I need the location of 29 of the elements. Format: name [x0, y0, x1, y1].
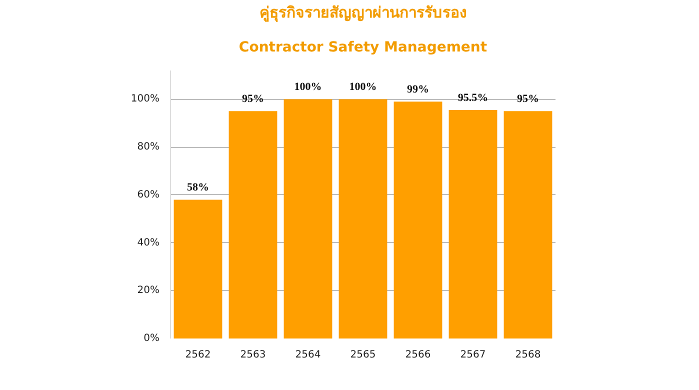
data-label: 100% — [294, 81, 322, 94]
x-tick-label: 2562 — [185, 350, 211, 360]
chart-subtitle: Contractor Safety Management — [238, 40, 488, 56]
bar — [228, 111, 278, 338]
x-tick-label: 2564 — [295, 350, 321, 360]
y-tick-label: 0% — [144, 333, 160, 344]
bar — [338, 99, 388, 338]
data-label: 58% — [187, 182, 209, 194]
data-label: 95% — [517, 93, 539, 106]
data-label: 95.5% — [458, 92, 488, 104]
bar — [504, 111, 552, 338]
x-tick-label: 2565 — [350, 350, 376, 360]
chart-title: คู่ธุรกิจรายสัญญาผ่านการรับรอง — [260, 4, 466, 22]
x-tick-label: 2567 — [460, 350, 486, 360]
bar — [394, 102, 442, 338]
y-tick-label: 40% — [137, 237, 160, 248]
data-label: 95% — [242, 93, 264, 106]
x-tick-label: 2563 — [240, 350, 266, 360]
bar — [174, 200, 222, 338]
x-tick-label: 2566 — [405, 350, 431, 360]
y-tick-label: 100% — [130, 94, 160, 105]
data-label: 99% — [407, 84, 429, 96]
data-label: 100% — [349, 81, 377, 94]
x-tick-label: 2568 — [515, 350, 541, 360]
bar — [284, 99, 332, 338]
y-tick-label: 80% — [137, 142, 160, 153]
y-tick-label: 60% — [137, 189, 160, 200]
y-tick-label: 20% — [137, 285, 160, 296]
bar — [448, 110, 498, 338]
